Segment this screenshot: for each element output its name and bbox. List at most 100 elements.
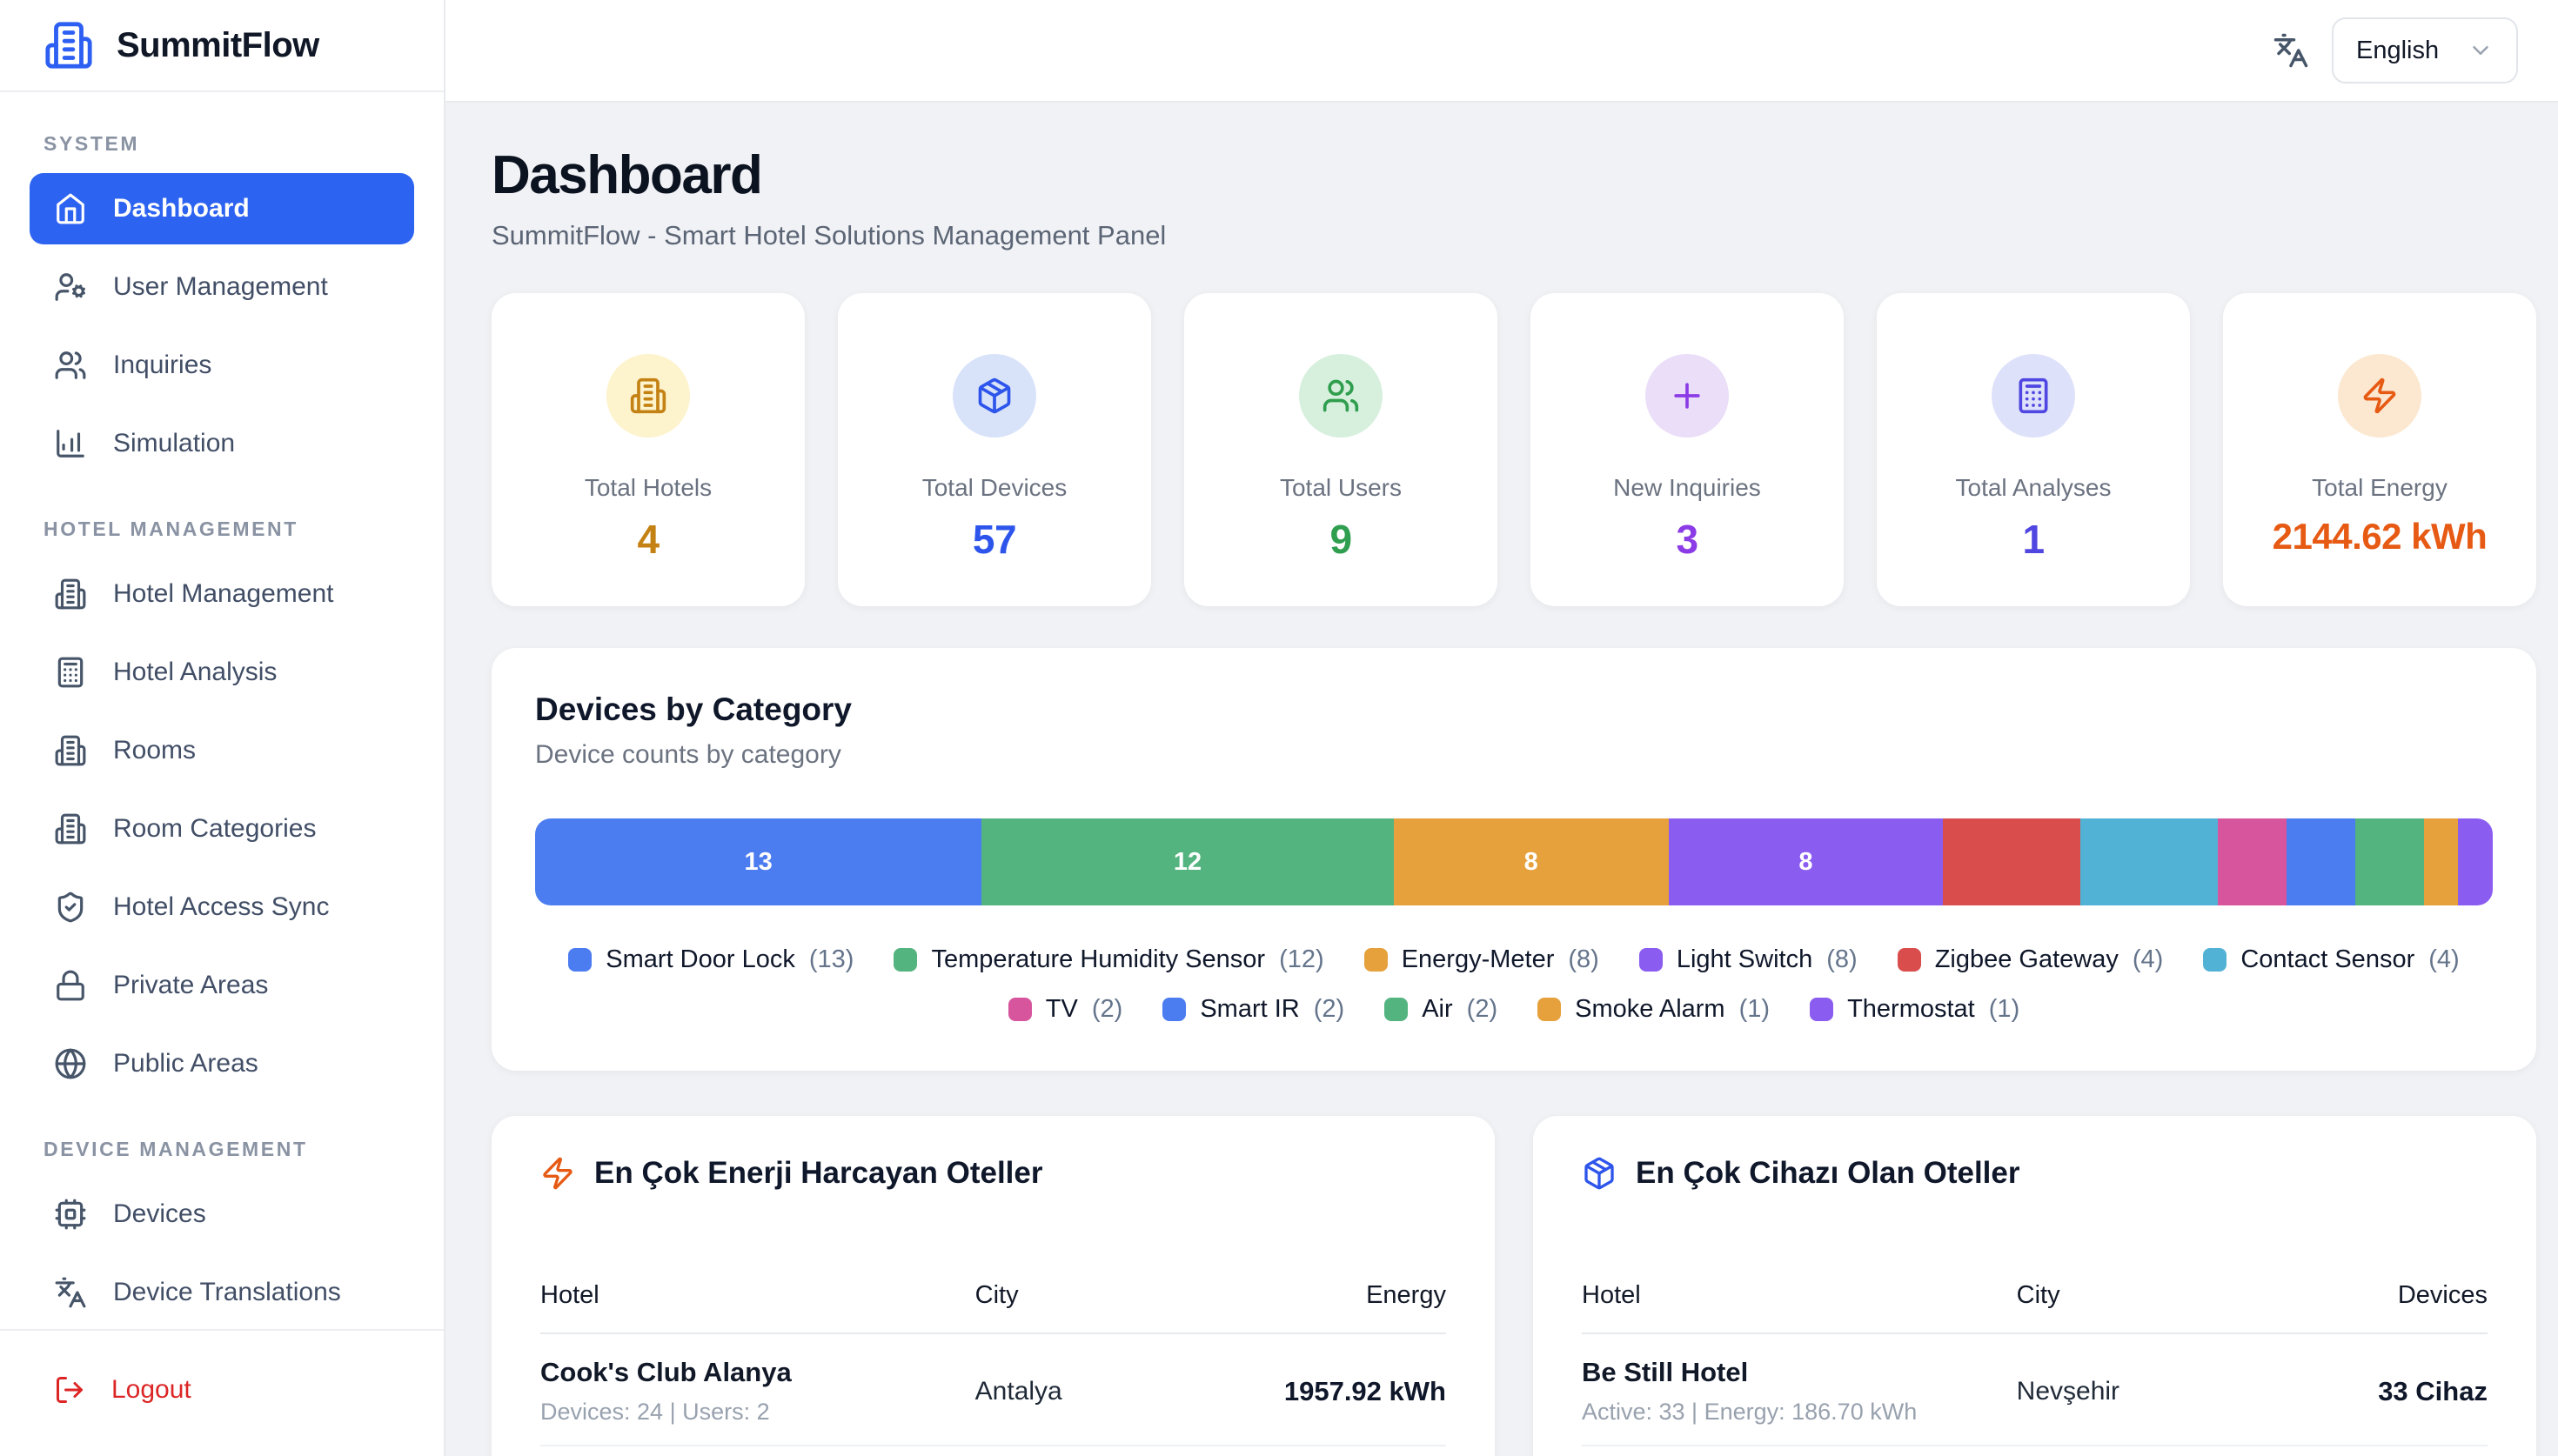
stat-value: 1 <box>2022 517 2045 562</box>
legend-label: Thermostat <box>1847 995 1975 1023</box>
hotel-city: Antalya <box>974 1376 1062 1406</box>
hotel-meta: Active: 33 | Energy: 186.70 kWh <box>1582 1399 1918 1425</box>
sidebar-item[interactable]: Private Areas <box>30 950 414 1021</box>
legend-item: Smart IR 2 <box>1162 995 1344 1024</box>
stat-icon-bubble <box>1645 354 1729 437</box>
stat-label: Total Analyses <box>1955 474 2112 501</box>
sidebar-item-label: Dashboard <box>113 194 250 223</box>
table-row: Cook's Club Alanya Active: 23 | Energy: … <box>1582 1446 2488 1456</box>
sidebar-item[interactable]: Devices <box>30 1179 414 1250</box>
sidebar-section: SYSTEM Dashboard User Management Inq <box>30 132 414 479</box>
page-content: Dashboard SummitFlow - Smart Hotel Solut… <box>445 103 2558 1456</box>
legend-count: 2 <box>1314 995 1344 1024</box>
legend-label: Zigbee Gateway <box>1934 945 2119 973</box>
column-header-city: City <box>974 1281 1019 1309</box>
bar-segment <box>2080 818 2219 905</box>
bar-segment <box>2423 818 2459 905</box>
stat-value: 3 <box>1676 517 1698 562</box>
bar-segment <box>2218 818 2287 905</box>
legend-label: Smoke Alarm <box>1575 995 1725 1023</box>
table-card-title: En Çok Enerji Harcayan Oteller <box>594 1156 1043 1190</box>
sidebar-item-icon <box>54 656 87 689</box>
hotel-name: Be Still Hotel <box>1582 1357 1749 1387</box>
sidebar-item-label: Hotel Analysis <box>113 658 278 686</box>
sidebar-item[interactable]: Hotel Management <box>30 558 414 630</box>
brand-name: SummitFlow <box>117 25 319 64</box>
sidebar-item[interactable]: Room Categories <box>30 793 414 865</box>
legend-count: 4 <box>2428 945 2459 974</box>
stat-icon <box>2014 377 2052 415</box>
legend-label: Light Switch <box>1676 945 1813 973</box>
stat-icon-bubble <box>606 354 690 437</box>
table-card-icon <box>540 1156 575 1191</box>
hotel-value: 1957.92 kWh <box>1283 1375 1446 1406</box>
logout-label: Logout <box>111 1375 191 1404</box>
sidebar-item-label: Device Translations <box>113 1278 341 1306</box>
legend-label: Smart Door Lock <box>606 945 795 973</box>
sidebar-item-icon <box>54 1276 87 1309</box>
stat-card: New Inquiries 3 <box>1530 293 1844 606</box>
sidebar-item-label: Private Areas <box>113 971 269 999</box>
stat-icon <box>1322 377 1360 415</box>
devices-by-category-card: Devices by Category Device counts by cat… <box>492 648 2536 1071</box>
legend-swatch <box>1537 998 1562 1021</box>
logout-button[interactable]: Logout <box>30 1355 414 1425</box>
sidebar-item[interactable]: Public Areas <box>30 1028 414 1099</box>
legend-label: Contact Sensor <box>2240 945 2415 973</box>
sidebar-item[interactable]: Hotel Access Sync <box>30 872 414 943</box>
table-header-row: Hotel City Devices <box>1582 1281 2488 1334</box>
table-header-row: Hotel City Energy <box>540 1281 1446 1334</box>
page-title: Dashboard <box>492 145 763 205</box>
legend-item: Temperature Humidity Sensor 12 <box>894 945 1323 974</box>
table-card-title: En Çok Cihazı Olan Oteller <box>1636 1156 2020 1190</box>
sidebar-section: DEVICE MANAGEMENT Devices Device Transla… <box>30 1138 414 1328</box>
column-header-hotel: Hotel <box>1582 1281 1641 1309</box>
sidebar-item[interactable]: User Management <box>30 251 414 323</box>
sidebar-item-icon <box>54 812 87 845</box>
sidebar-item[interactable]: Inquiries <box>30 330 414 401</box>
language-select[interactable]: English <box>2332 17 2518 83</box>
table-card: En Çok Cihazı Olan Oteller Hotel City De… <box>1533 1116 2536 1456</box>
sidebar-item-label: Room Categories <box>113 814 317 843</box>
stat-card: Total Users 9 <box>1184 293 1497 606</box>
stat-value: 2144.62 kWh <box>2272 516 2488 557</box>
legend-count: 8 <box>1568 945 1598 974</box>
sidebar-item-icon <box>54 1198 87 1231</box>
sidebar-item-label: Inquiries <box>113 351 212 379</box>
legend-swatch <box>894 948 918 972</box>
sidebar-item[interactable]: Dashboard <box>30 173 414 244</box>
sidebar-section-title: DEVICE MANAGEMENT <box>44 1138 308 1160</box>
bar-segment: 8 <box>1668 818 1944 905</box>
sidebar-item-icon <box>54 1047 87 1080</box>
legend-row: Smart Door Lock 13 Temperature Humidity Se… <box>535 945 2493 974</box>
legend-item: Smart Door Lock 13 <box>568 945 854 974</box>
legend-label: Energy-Meter <box>1401 945 1555 973</box>
legend-item: Zigbee Gateway 4 <box>1897 945 2164 974</box>
sidebar-item[interactable]: Hotel Analysis <box>30 637 414 708</box>
top-header: English <box>445 0 2558 103</box>
sidebar-item-icon <box>54 578 87 611</box>
sidebar-item[interactable]: Rooms <box>30 715 414 786</box>
legend-item: Energy-Meter 8 <box>1363 945 1599 974</box>
table-row: Be Still Hotel Devices: 33 | Users: 3 Ne… <box>540 1446 1446 1456</box>
sidebar-item[interactable]: Device Translations <box>30 1257 414 1328</box>
legend-swatch <box>568 948 593 972</box>
language-select-value: English <box>2356 36 2440 64</box>
chart-subtitle: Device counts by category <box>535 740 841 769</box>
legend-swatch <box>1008 998 1032 1021</box>
stat-value: 9 <box>1329 517 1352 562</box>
bottom-tables: En Çok Enerji Harcayan Oteller Hotel Cit… <box>492 1116 2536 1456</box>
legend-swatch <box>1638 948 1663 972</box>
sidebar-item-label: User Management <box>113 272 328 301</box>
legend-count: 2 <box>1092 995 1122 1024</box>
legend-count: 12 <box>1279 945 1324 974</box>
brand-logo-icon <box>44 20 94 70</box>
page-subtitle: SummitFlow - Smart Hotel Solutions Manag… <box>492 220 1167 250</box>
stat-card: Total Hotels 4 <box>492 293 805 606</box>
sidebar-item[interactable]: Simulation <box>30 408 414 479</box>
main-area: English Dashboard SummitFlow - Smart Hot… <box>445 0 2558 1456</box>
table-body: Cook's Club Alanya Devices: 24 | Users: … <box>540 1334 1446 1456</box>
legend-count: 8 <box>1826 945 1857 974</box>
stat-icon <box>2360 377 2399 415</box>
legend-count: 1 <box>1989 995 2019 1024</box>
